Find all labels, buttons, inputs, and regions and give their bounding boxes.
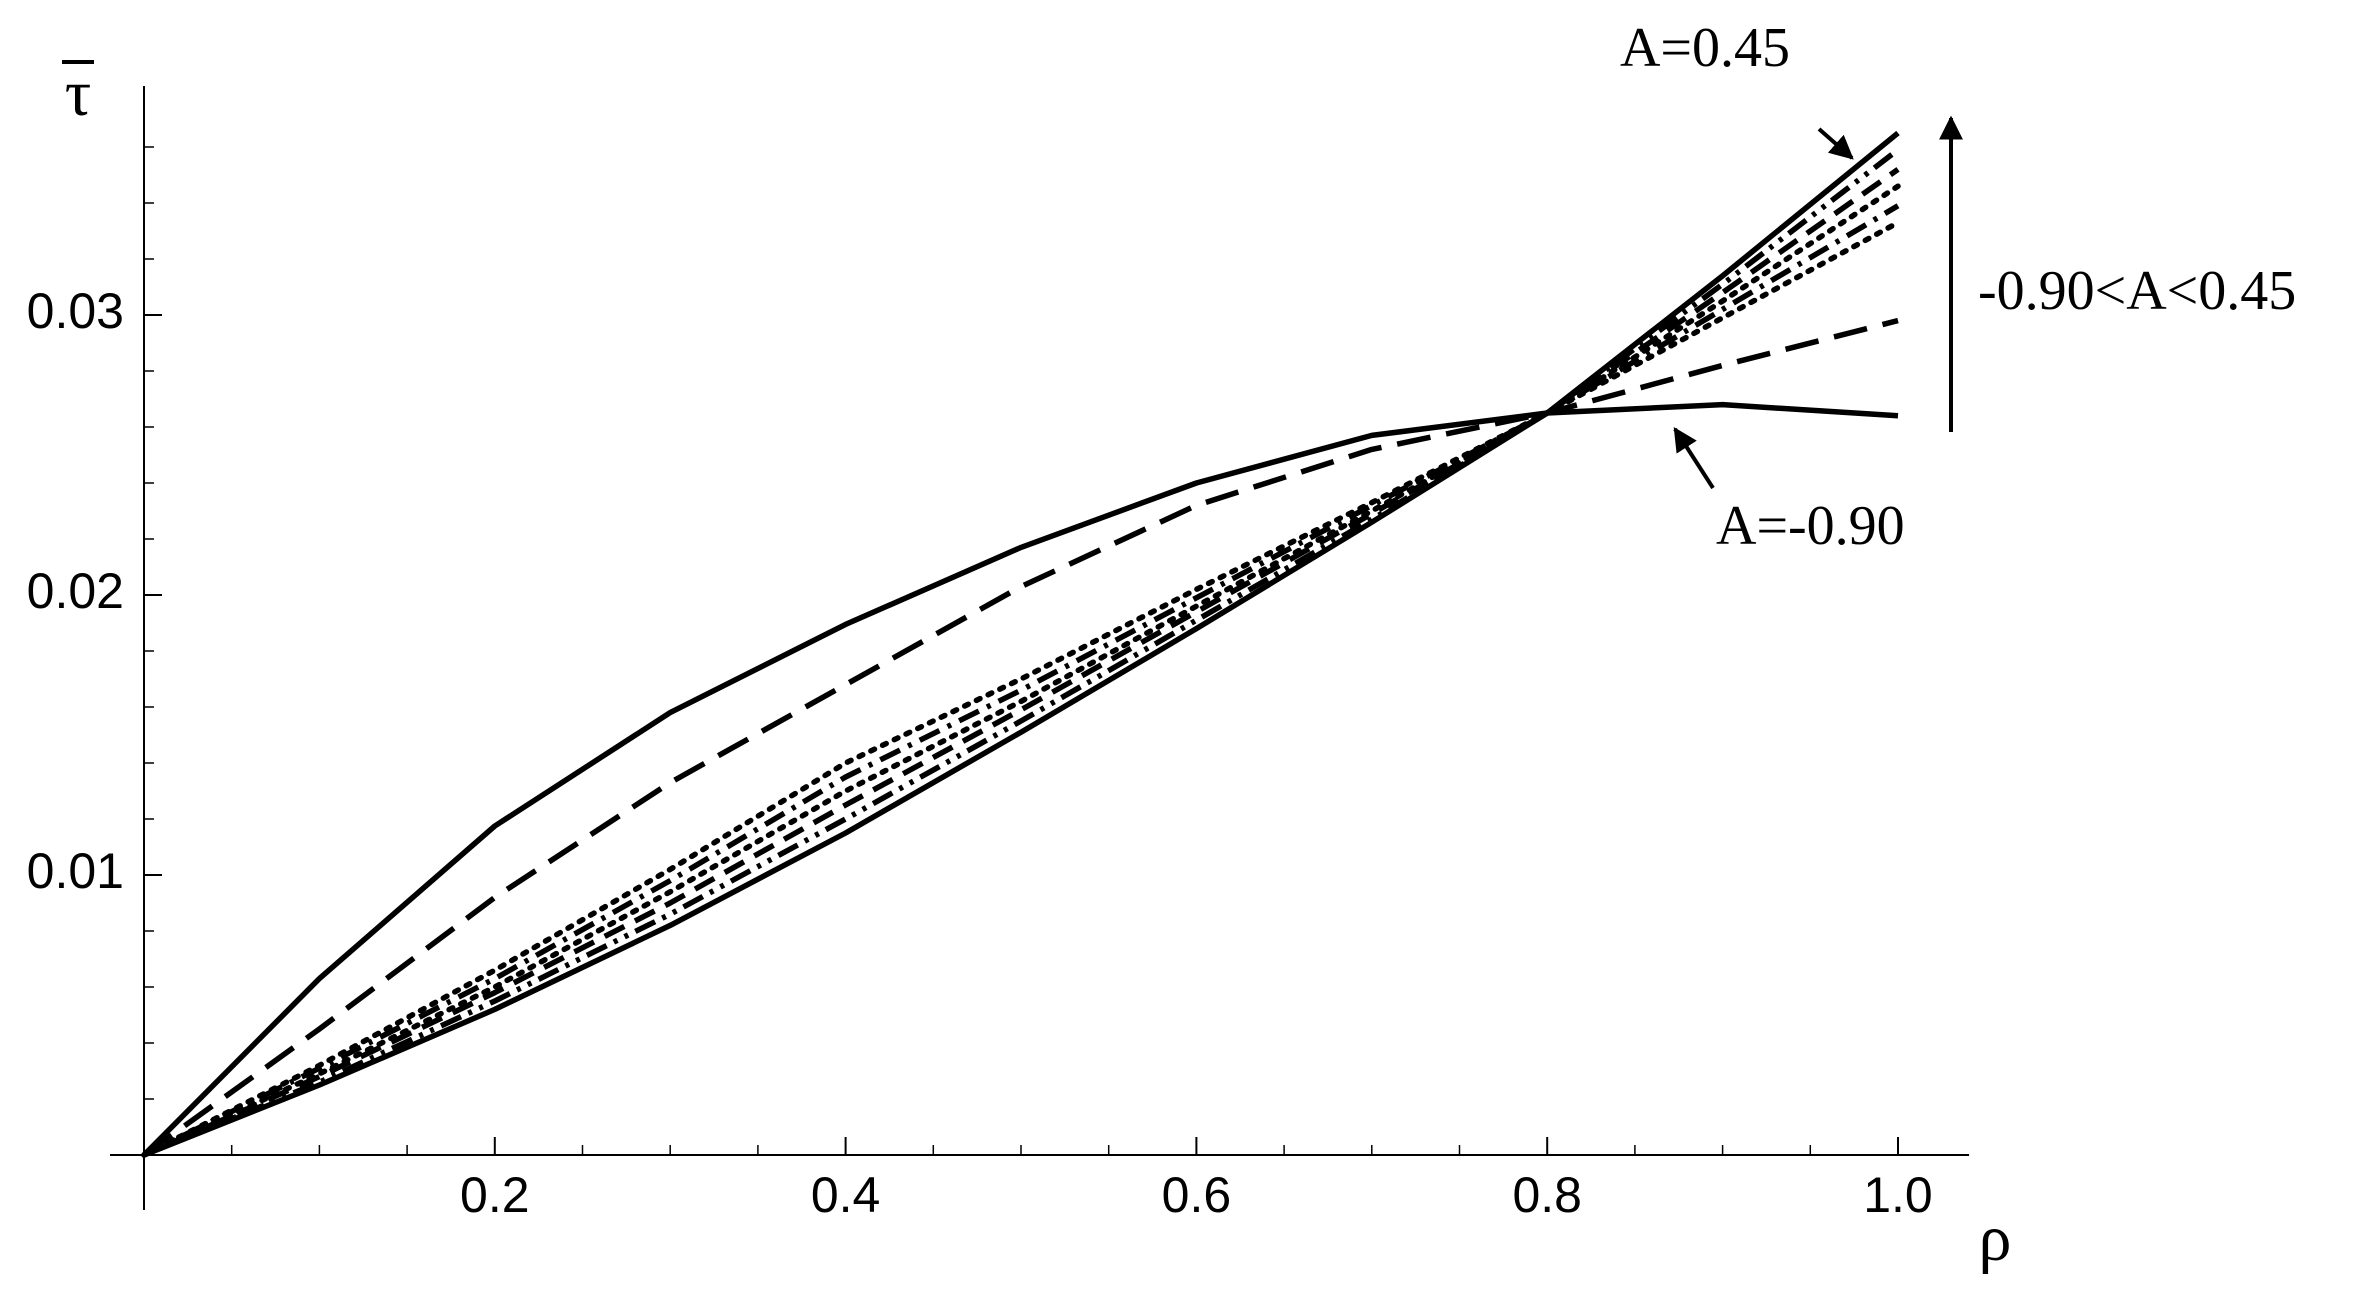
annotation: A=-0.90: [1716, 495, 1905, 557]
series-line: [142, 203, 1900, 1158]
series-line: [141, 183, 1901, 1158]
lines: [141, 130, 1901, 1158]
annotation-arrow: [1673, 426, 1715, 490]
y-tick-label: 0.03: [27, 283, 124, 339]
x-axis-label: ρ: [1979, 1202, 2012, 1275]
series-line: [142, 401, 1899, 1157]
x-tick-label: 0.2: [460, 1167, 530, 1223]
series-line: [142, 317, 1899, 1158]
x-tick-label: 0.6: [1162, 1167, 1232, 1223]
series-line: [141, 219, 1901, 1158]
series-line: [142, 130, 1900, 1158]
y-tick-label: 0.02: [27, 563, 124, 619]
x-tick-label: 0.8: [1512, 1167, 1582, 1223]
annotation: -0.90<A<0.45: [1978, 260, 2296, 322]
axes: 0.2 0.4 0.6 0.8 1.0 0.01 0.02 0.03: [27, 86, 1970, 1223]
y-tick-label: 0.01: [27, 843, 124, 899]
series-line: [142, 147, 1900, 1158]
y-axis-label: τ: [65, 57, 92, 130]
annotation-arrow: [1817, 127, 1854, 160]
x-tick-label: 1.0: [1863, 1167, 1933, 1223]
annotation: A=0.45: [1620, 17, 1790, 79]
series-line: [142, 167, 1900, 1158]
x-tick-label: 0.4: [811, 1167, 881, 1223]
